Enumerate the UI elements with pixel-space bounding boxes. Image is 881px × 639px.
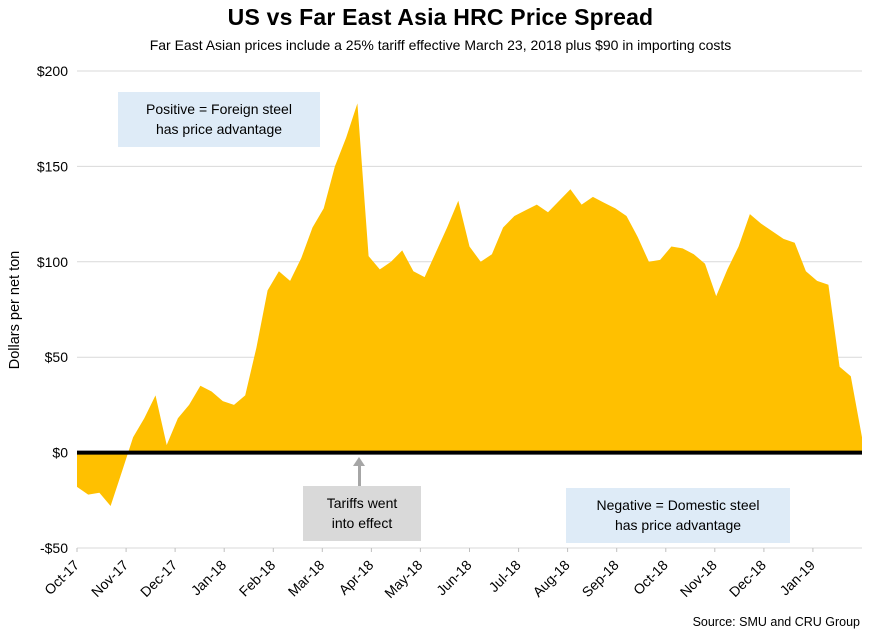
svg-text:Mar-18: Mar-18 bbox=[285, 557, 328, 600]
svg-text:Oct-17: Oct-17 bbox=[41, 557, 82, 598]
svg-text:Jan-18: Jan-18 bbox=[188, 557, 230, 599]
chart-subtitle: Far East Asian prices include a 25% tari… bbox=[149, 37, 732, 53]
annotation-positive: Positive = Foreign steel has price advan… bbox=[118, 92, 320, 147]
annotation-negative: Negative = Domestic steel has price adva… bbox=[566, 488, 790, 543]
svg-text:May-18: May-18 bbox=[381, 557, 425, 601]
svg-text:Dec-17: Dec-17 bbox=[137, 557, 180, 600]
annotation-negative-line2: has price advantage bbox=[614, 517, 742, 534]
source-note: Source: SMU and CRU Group bbox=[692, 615, 860, 629]
svg-text:Jan-19: Jan-19 bbox=[776, 557, 818, 599]
annotation-tariff-line2: into effect bbox=[331, 515, 393, 532]
svg-text:$50: $50 bbox=[45, 349, 69, 365]
svg-text:Nov-17: Nov-17 bbox=[88, 557, 131, 600]
chart-title: US vs Far East Asia HRC Price Spread bbox=[227, 4, 654, 30]
svg-text:Aug-18: Aug-18 bbox=[529, 557, 572, 600]
annotation-positive-line1: Positive = Foreign steel bbox=[146, 101, 292, 117]
tariff-arrow-icon bbox=[352, 457, 366, 486]
svg-text:Jun-18: Jun-18 bbox=[433, 557, 475, 599]
annotation-tariff: Tariffs went into effect bbox=[303, 486, 421, 541]
svg-text:Feb-18: Feb-18 bbox=[236, 557, 279, 600]
svg-text:Dec-18: Dec-18 bbox=[726, 557, 769, 600]
svg-text:Apr-18: Apr-18 bbox=[335, 557, 376, 598]
svg-text:$150: $150 bbox=[37, 158, 68, 174]
svg-text:Jul-18: Jul-18 bbox=[485, 557, 523, 595]
arrow-head-icon bbox=[353, 457, 365, 466]
annotation-negative-line1: Negative = Domestic steel bbox=[596, 497, 760, 513]
annotation-positive-line2: has price advantage bbox=[155, 121, 283, 138]
svg-text:Nov-18: Nov-18 bbox=[677, 557, 720, 600]
svg-text:$0: $0 bbox=[52, 445, 68, 461]
svg-text:$100: $100 bbox=[37, 254, 68, 270]
svg-text:-$50: -$50 bbox=[40, 540, 68, 556]
svg-text:Oct-18: Oct-18 bbox=[630, 557, 671, 598]
arrow-stem bbox=[357, 466, 361, 486]
annotation-tariff-line1: Tariffs went bbox=[326, 495, 398, 511]
svg-text:$200: $200 bbox=[37, 63, 68, 79]
svg-text:Sep-18: Sep-18 bbox=[579, 557, 622, 600]
